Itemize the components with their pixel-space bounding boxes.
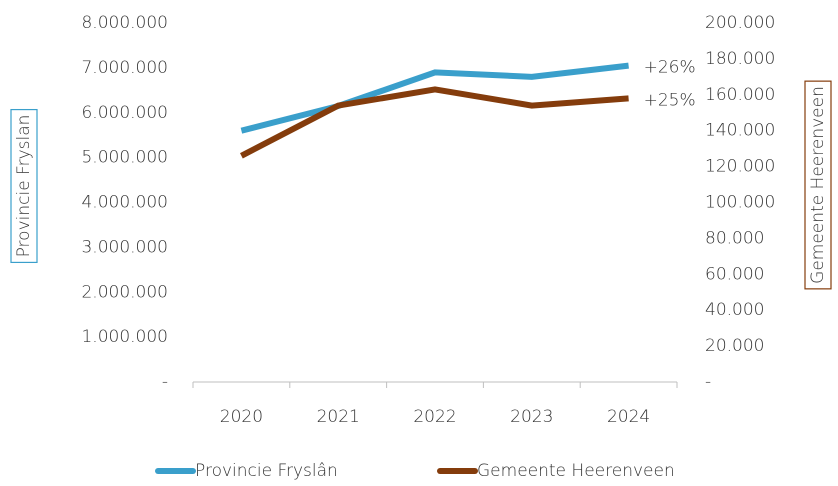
y2-tick-label: 20.000 bbox=[705, 336, 764, 356]
annotation: +26% bbox=[644, 58, 696, 78]
y2-tick-label: 100.000 bbox=[705, 193, 775, 213]
y-tick-label: 8.000.000 bbox=[81, 13, 168, 33]
y-axis-title: Provincie Fryslan bbox=[10, 108, 38, 264]
y-tick-label: 1.000.000 bbox=[81, 327, 168, 347]
y2-axis-title: Gemeente Heerenveen bbox=[804, 80, 832, 290]
y2-tick-label: 40.000 bbox=[705, 300, 764, 320]
y-tick-label: 7.000.000 bbox=[81, 58, 168, 78]
legend-label: Gemeente Heerenveen bbox=[477, 461, 675, 481]
y2-tick-label: 160.000 bbox=[705, 85, 775, 105]
y2-axis-title-text: Gemeente Heerenveen bbox=[808, 86, 828, 284]
y-tick-label: 6.000.000 bbox=[81, 103, 168, 123]
y2-tick-label: - bbox=[705, 372, 711, 392]
legend-label: Provincie Fryslân bbox=[195, 461, 338, 481]
y2-tick-label: 140.000 bbox=[705, 121, 775, 141]
y2-tick-label: 80.000 bbox=[705, 228, 764, 248]
x-tick-label: 2021 bbox=[317, 407, 360, 427]
y-tick-label: 4.000.000 bbox=[81, 193, 168, 213]
x-tick-label: 2024 bbox=[607, 407, 650, 427]
series-line bbox=[240, 62, 629, 134]
annotation: +25% bbox=[644, 90, 696, 110]
y-tick-label: - bbox=[162, 372, 168, 392]
y-tick-label: 3.000.000 bbox=[81, 237, 168, 257]
y-axis-title-text: Provincie Fryslan bbox=[14, 115, 34, 258]
y-tick-label: 5.000.000 bbox=[81, 148, 168, 168]
y-axis-title-box bbox=[10, 108, 38, 264]
y-tick-label: 2.000.000 bbox=[81, 282, 168, 302]
y2-tick-label: 60.000 bbox=[705, 264, 764, 284]
y2-tick-label: 200.000 bbox=[705, 13, 775, 33]
x-tick-label: 2020 bbox=[220, 407, 263, 427]
series-line bbox=[240, 86, 629, 159]
y2-tick-label: 120.000 bbox=[705, 157, 775, 177]
y2-axis-title-box bbox=[804, 80, 832, 290]
x-tick-label: 2023 bbox=[510, 407, 553, 427]
x-tick-label: 2022 bbox=[413, 407, 456, 427]
y2-tick-label: 180.000 bbox=[705, 49, 775, 69]
